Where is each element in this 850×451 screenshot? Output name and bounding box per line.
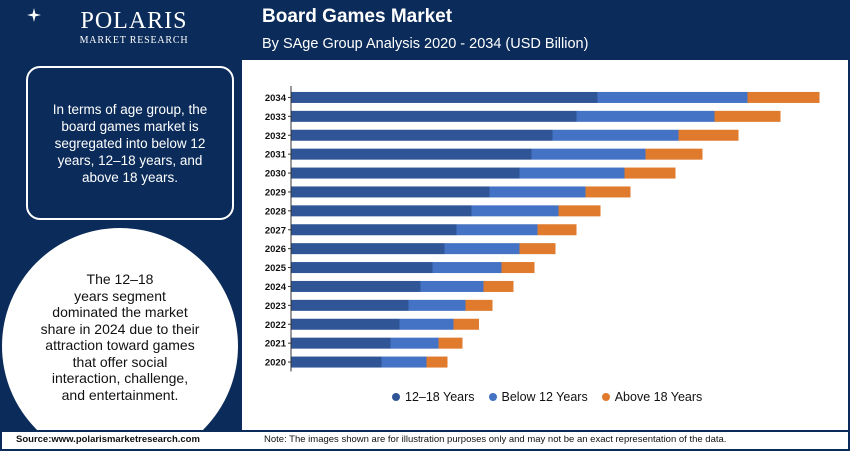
bar-segment (291, 91, 598, 103)
y-tick-label: 2023 (265, 301, 286, 312)
star-icon (27, 8, 41, 22)
bar-segment (291, 148, 532, 160)
bar-segment (576, 110, 715, 122)
bar-segment (291, 280, 421, 292)
bar-segment (390, 337, 439, 349)
bar-segment (291, 318, 400, 330)
circle-line: dominated the market (52, 304, 188, 320)
legend-label: Above 18 Years (614, 390, 703, 404)
bar-segment (291, 167, 520, 179)
bar-segment (645, 148, 703, 160)
bar-segment (501, 262, 535, 274)
bar-chart: 2034 2033 2032 2031 2030 2029 2028 2027 2026 2025… (248, 78, 844, 378)
bar-segment (552, 129, 679, 141)
y-tick-label: 2021 (265, 339, 287, 350)
logo: POLARIS MARKET RESEARCH (74, 8, 194, 46)
y-tick-label: 2027 (265, 225, 286, 236)
legend-label: Below 12 Years (501, 390, 588, 404)
circle-line: that offer social (72, 353, 168, 370)
bar-segment (483, 280, 514, 292)
bar-segment (585, 186, 631, 198)
y-tick-label: 2020 (265, 358, 286, 369)
legend-label: 12–18 Years (405, 390, 475, 404)
bar-segment (381, 356, 427, 368)
bar-segment (444, 243, 520, 255)
bar-segment (531, 148, 646, 160)
bar-segment (558, 205, 601, 217)
y-tick-label: 2033 (265, 112, 286, 123)
info-text: In terms of age group, the board games m… (52, 101, 208, 185)
bar-segment (426, 356, 448, 368)
logo-subtitle: MARKET RESEARCH (79, 35, 189, 46)
circle-text: The 12–18 years segment dominated the ma… (41, 271, 200, 403)
legend-item: 12–18 Years (392, 390, 475, 404)
y-tick-label: 2034 (265, 93, 287, 104)
circle-line: share in 2024 due to their (40, 320, 200, 337)
circle-line: interaction, challenge, (51, 370, 189, 386)
bar-segment (678, 129, 739, 141)
y-tick-label: 2032 (265, 131, 286, 142)
info-box: In terms of age group, the board games m… (26, 66, 234, 220)
note-text: Note: The images shown are for illustrat… (264, 434, 727, 445)
y-tick-label: 2025 (265, 263, 287, 274)
bar-chart-svg: 2034 2033 2032 2031 2030 2029 2028 2027 2026 2025… (265, 86, 820, 372)
bar-segment (291, 110, 577, 122)
chart-title: Board Games Market (262, 6, 453, 27)
bar-segment (291, 186, 490, 198)
logo-name: POLARIS (80, 8, 188, 34)
bar-segment (471, 205, 559, 217)
bar-segment (597, 91, 748, 103)
bar-segment (519, 167, 625, 179)
y-tick-label: 2029 (265, 187, 286, 198)
bar-segment (408, 299, 466, 311)
bar-segment (291, 262, 433, 274)
bar-segment (747, 91, 820, 103)
bar-segment (399, 318, 454, 330)
legend-swatch-above-18 (601, 393, 610, 401)
bar-segment (291, 356, 382, 368)
source-text: Source:www.polarismarketresearch.com (16, 434, 200, 445)
legend-item: Below 12 Years (488, 390, 588, 404)
bar-segment (432, 262, 502, 274)
bar-segment (291, 243, 445, 255)
bar-segment (624, 167, 676, 179)
legend-item: Above 18 Years (601, 390, 703, 404)
bar-segment (453, 318, 479, 330)
bar-segment (537, 224, 577, 236)
y-tick-label: 2030 (265, 169, 286, 180)
circle-line: years segment (74, 287, 166, 304)
highlight-circle: The 12–18 years segment dominated the ma… (2, 228, 238, 430)
chart-subtitle: By SAge Group Analysis 2020 - 2034 (USD … (262, 36, 589, 52)
bar-segment (420, 280, 484, 292)
y-tick-label: 2031 (265, 150, 287, 161)
y-tick-label: 2026 (265, 244, 286, 255)
bar-segment (714, 110, 781, 122)
y-tick-label: 2028 (265, 206, 286, 217)
bar-segment (291, 129, 553, 141)
legend-swatch-below-12 (488, 393, 497, 401)
bar-segment (291, 224, 457, 236)
circle-line: attraction toward games (45, 337, 195, 353)
left-panel: POLARIS MARKET RESEARCH In terms of age … (2, 2, 242, 430)
bar-segment (291, 337, 391, 349)
footer: Source:www.polarismarketresearch.com Not… (2, 430, 848, 449)
title-banner (242, 2, 848, 60)
legend-swatch-12-18 (392, 393, 400, 401)
legend: 12–18 Years Below 12 Years Above 18 Year… (392, 390, 702, 404)
bar-segment (465, 299, 493, 311)
bar-segment (489, 186, 586, 198)
bar-segment (291, 205, 472, 217)
bar-segment (519, 243, 556, 255)
bar-segment (291, 299, 409, 311)
circle-line: and entertainment. (61, 386, 179, 403)
circle-line: The 12–18 (86, 271, 154, 287)
y-tick-label: 2022 (265, 320, 286, 331)
bar-segment (438, 337, 463, 349)
y-tick-label: 2024 (265, 282, 287, 293)
bar-segment (456, 224, 538, 236)
